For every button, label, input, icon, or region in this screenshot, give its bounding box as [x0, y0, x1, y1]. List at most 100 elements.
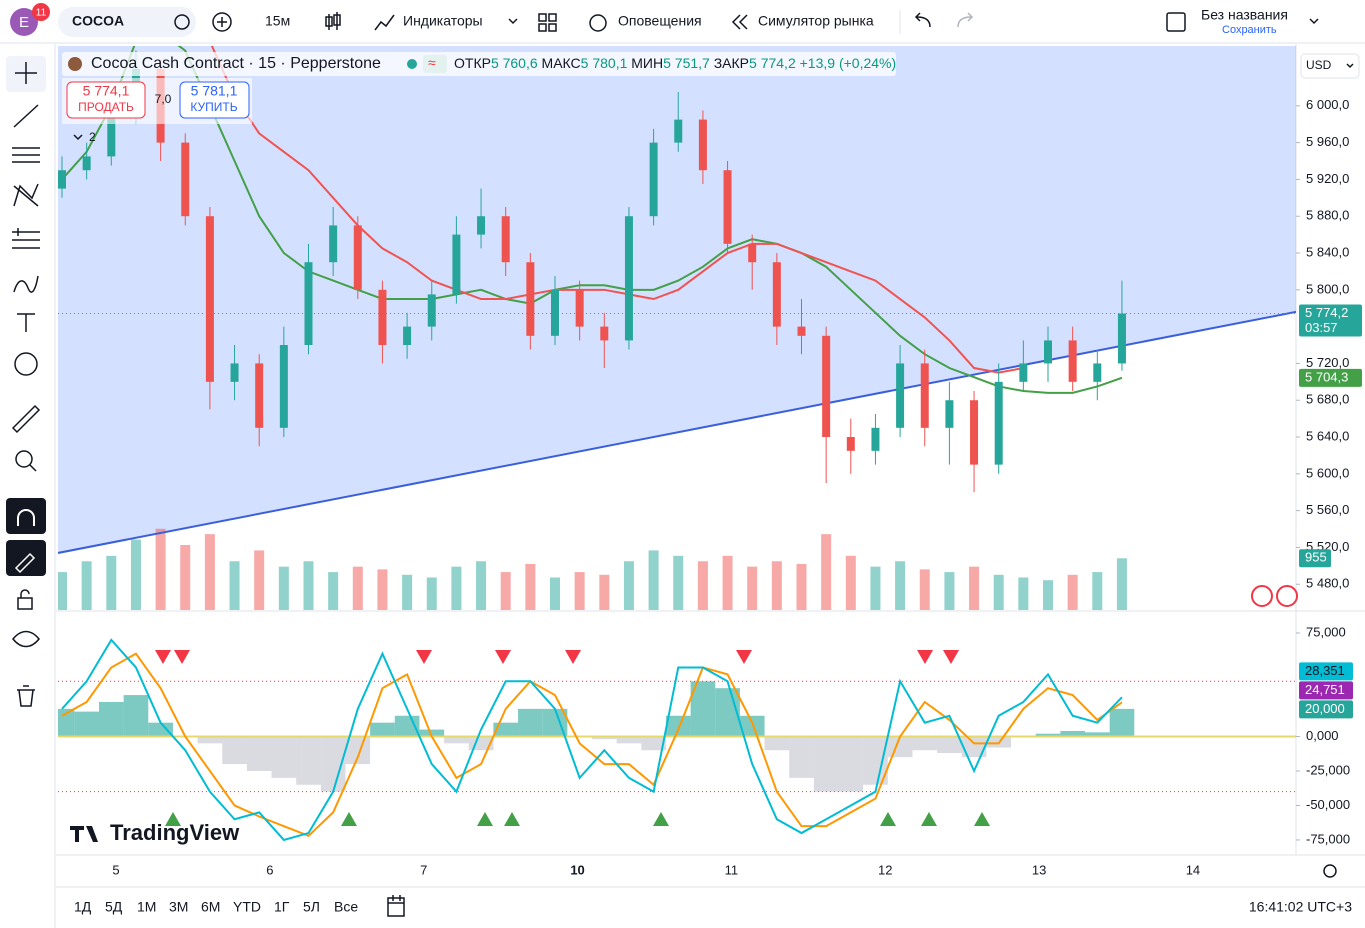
osc-histogram — [961, 736, 987, 758]
candle-body — [723, 170, 732, 244]
candle-body — [846, 437, 855, 451]
ruler[interactable] — [11, 404, 41, 434]
add-symbol[interactable] — [212, 12, 232, 32]
volume-bar — [476, 561, 487, 610]
volume-bar — [352, 566, 363, 610]
alerts[interactable]: Оповещения — [618, 13, 702, 29]
volume-bar — [993, 574, 1004, 610]
indicators[interactable]: Индикаторы — [403, 13, 483, 29]
volume-bar — [722, 555, 733, 610]
volume-bar — [500, 572, 511, 610]
range-button[interactable]: Все — [334, 899, 358, 915]
settings[interactable] — [1323, 864, 1337, 878]
range-button[interactable]: 1М — [137, 899, 156, 915]
replay-icon — [731, 14, 748, 30]
text-tool[interactable] — [17, 313, 35, 332]
candle-body — [501, 216, 510, 263]
volume-bar — [919, 569, 930, 610]
undo[interactable] — [914, 12, 931, 28]
clock: 16:41:02 UTC+3 — [1249, 899, 1352, 915]
osc-histogram — [1060, 730, 1085, 737]
range-button[interactable]: 1Г — [274, 899, 290, 915]
avatar[interactable] — [10, 8, 38, 36]
osc-histogram — [887, 736, 913, 758]
volume-bar — [229, 561, 240, 610]
hide[interactable] — [12, 630, 40, 648]
currency-button[interactable] — [1300, 53, 1360, 79]
range-button[interactable]: 6М — [201, 899, 220, 915]
osc-histogram — [148, 722, 173, 737]
candle-body — [1117, 313, 1126, 364]
candle-body — [427, 294, 436, 327]
close: 5 774,2 — [749, 55, 796, 71]
range-button[interactable]: YTD — [233, 899, 261, 915]
emoji-tool[interactable] — [14, 352, 38, 376]
lock[interactable] — [17, 597, 33, 610]
trend-tool[interactable] — [13, 104, 39, 128]
magnet[interactable] — [6, 498, 46, 534]
interval[interactable]: 15м — [265, 13, 290, 29]
sell-signal — [416, 650, 432, 664]
crosshair[interactable] — [15, 62, 37, 84]
range-button[interactable]: 5Д — [105, 899, 123, 915]
volume-bar — [426, 577, 437, 610]
volume-bar — [944, 572, 955, 610]
volume-bar — [969, 566, 980, 610]
forecast-tool[interactable] — [12, 228, 40, 249]
price-pane — [58, 46, 1296, 610]
collapsed-count[interactable]: 2 — [89, 130, 96, 144]
save[interactable]: Сохранить — [1222, 24, 1277, 36]
candle-body — [107, 115, 116, 157]
range-button[interactable]: 3М — [169, 899, 188, 915]
volume-bar — [1043, 580, 1053, 610]
buy-button[interactable] — [179, 81, 250, 119]
candle-body — [403, 326, 412, 346]
redo[interactable] — [957, 12, 974, 28]
fib-tool[interactable] — [12, 147, 40, 163]
x-tick-label: 10 — [570, 862, 584, 877]
candle-body — [452, 234, 461, 295]
osc-histogram — [370, 722, 395, 737]
pattern-tool[interactable] — [13, 183, 39, 207]
volume-bar — [451, 566, 462, 610]
candle-body — [329, 225, 338, 263]
delete[interactable] — [17, 685, 35, 707]
candle-body — [772, 262, 781, 327]
date-range[interactable] — [387, 895, 405, 917]
candle-body — [797, 326, 806, 336]
chart-type[interactable] — [325, 12, 341, 30]
currency: USD — [1306, 58, 1332, 72]
osc-histogram — [197, 736, 223, 744]
volume-bar — [599, 574, 610, 610]
close-label: ЗАКР — [714, 55, 749, 71]
symbol-search[interactable] — [58, 7, 196, 37]
volume-bar — [106, 555, 117, 610]
osc-histogram — [739, 715, 765, 737]
y-tick-label: 5 720,0 — [1306, 355, 1349, 370]
zoom[interactable] — [15, 450, 33, 468]
brush-tool[interactable] — [13, 275, 39, 293]
sell-signal — [565, 650, 581, 664]
range-button[interactable]: 5Л — [303, 899, 320, 915]
candle-body — [181, 142, 190, 217]
candle-body — [255, 363, 264, 428]
osc-histogram — [74, 711, 99, 737]
axes: 6 000,0 5 960,0 5 920,0 5 880,0 5 840,0 5 800… — [112, 97, 1362, 877]
osc-label: 20,000 — [1305, 701, 1345, 716]
volume-bar — [870, 566, 881, 610]
osc-histogram — [838, 736, 864, 792]
layouts[interactable] — [538, 13, 557, 32]
osc-tick-label: -50,000 — [1306, 797, 1350, 812]
range-button[interactable]: 1Д — [74, 899, 92, 915]
candle-body — [279, 345, 288, 428]
osc-histogram — [419, 729, 445, 737]
y-tick-label: 5 480,0 — [1306, 576, 1349, 591]
sell-button[interactable] — [66, 81, 146, 119]
layout-name[interactable]: Без названия — [1201, 7, 1288, 23]
volume-bar — [648, 550, 659, 610]
last-price: 5 774,2 — [1305, 305, 1348, 320]
footer: 16:41:02 UTC+3 1Д 5Д 1М 3М 6М YTD 1Г 5Л Все — [74, 895, 1352, 917]
replay[interactable]: Симулятор рынка — [758, 13, 874, 29]
badge-count: 11 — [36, 8, 47, 19]
